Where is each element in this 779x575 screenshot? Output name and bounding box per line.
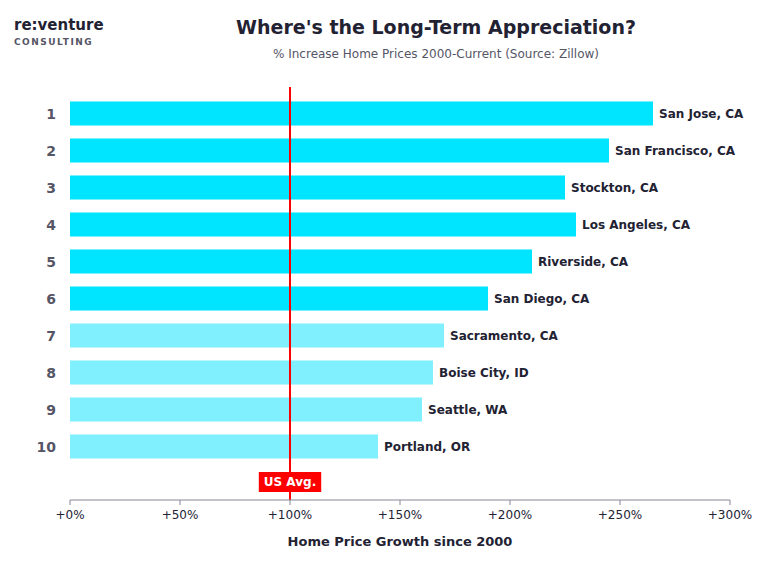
rank-label: 8 [46, 365, 56, 381]
tick-label: +150% [378, 508, 422, 522]
bar [70, 175, 565, 199]
tick [730, 500, 731, 505]
rank-label: 6 [46, 291, 56, 307]
chart: re:venture CONSULTING Where's the Long-Ter… [0, 0, 779, 575]
rank-label: 4 [46, 217, 56, 233]
chart-container: re:venture CONSULTING Where's the Long-Ter… [0, 0, 779, 575]
category-label: Boise City, ID [439, 366, 529, 380]
rank-label: 9 [46, 402, 56, 418]
category-label: Sacramento, CA [450, 329, 559, 343]
category-label: San Jose, CA [659, 107, 744, 121]
rank-label: 3 [46, 180, 56, 196]
category-label: Riverside, CA [538, 255, 629, 269]
tick-label: +50% [162, 508, 199, 522]
category-label: San Diego, CA [494, 292, 590, 306]
rank-label: 10 [37, 439, 57, 455]
tick [290, 500, 291, 505]
x-axis-label: Home Price Growth since 2000 [288, 534, 513, 549]
bar [70, 397, 422, 421]
bar [70, 101, 653, 125]
reference-label-text: US Avg. [264, 475, 316, 489]
category-label: Los Angeles, CA [582, 218, 691, 232]
bar [70, 212, 576, 236]
tick [400, 500, 401, 505]
logo-text: re:venture [14, 16, 104, 34]
bars [70, 87, 653, 500]
category-label: Seattle, WA [428, 403, 508, 417]
bar [70, 360, 433, 384]
rank-label: 1 [46, 106, 56, 122]
category-label: Stockton, CA [571, 181, 659, 195]
logo-text: CONSULTING [14, 37, 93, 47]
bar [70, 286, 488, 310]
subtitle: % Increase Home Prices 2000-Current (Sou… [273, 47, 599, 61]
reference-line [289, 87, 291, 500]
bar [70, 138, 609, 162]
rank-label: 2 [46, 143, 56, 159]
tick-label: +250% [598, 508, 642, 522]
reference-label-box [259, 472, 321, 492]
bar [70, 434, 378, 458]
rank-label: 5 [46, 254, 56, 270]
bar [70, 323, 444, 347]
tick [70, 500, 71, 505]
bar [70, 249, 532, 273]
tick-label: +200% [488, 508, 532, 522]
tick [620, 500, 621, 505]
tick-label: +300% [708, 508, 752, 522]
rank-label: 7 [46, 328, 56, 344]
tick-label: +100% [268, 508, 312, 522]
category-label: San Francisco, CA [615, 144, 736, 158]
reference-label: US Avg. [259, 472, 321, 492]
tick-label: +0% [55, 508, 84, 522]
category-label: Portland, OR [384, 440, 470, 454]
title: Where's the Long-Term Appreciation? [236, 16, 636, 38]
labels: San Jose, CA 1 San Francisco, CA 2 Stockton,… [37, 106, 744, 455]
page: {"chart_data": {"type": "bar", "orientat… [0, 0, 779, 575]
x-axis: +0% +50% +100% +150% +200% +250% +300% Home Pri… [55, 500, 752, 549]
tick [180, 500, 181, 505]
tick [510, 500, 511, 505]
